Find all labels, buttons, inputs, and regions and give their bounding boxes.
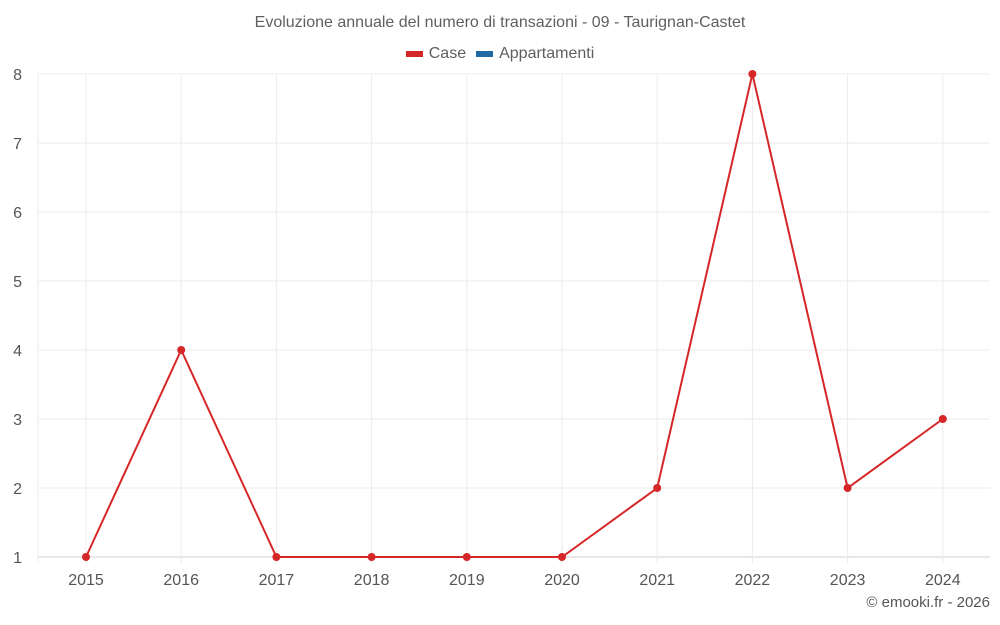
y-tick-label: 4	[13, 343, 22, 360]
y-tick-label: 6	[13, 205, 22, 222]
legend-item-appartamenti[interactable]: Appartamenti	[476, 45, 594, 63]
legend-label-case: Case	[428, 45, 467, 62]
legend-swatch-appartamenti	[476, 51, 494, 57]
data-point[interactable]	[558, 553, 566, 561]
data-point[interactable]	[272, 553, 281, 561]
x-tick-label: 2017	[259, 572, 295, 589]
credit-text: © emooki.fr - 2026	[866, 594, 990, 611]
y-tick-label: 5	[13, 274, 22, 291]
y-tick-label: 8	[13, 67, 22, 84]
data-point[interactable]	[82, 553, 90, 561]
x-tick-label: 2015	[68, 572, 104, 589]
data-point[interactable]	[748, 70, 757, 78]
x-tick-label: 2019	[449, 572, 485, 589]
chart-title: Evoluzione annuale del numero di transaz…	[254, 14, 746, 31]
y-tick-label: 7	[13, 136, 22, 153]
x-tick-label: 2024	[925, 572, 961, 589]
y-tick-label: 2	[13, 481, 22, 498]
legend-label-appartamenti: Appartamenti	[499, 45, 595, 62]
x-tick-label: 2022	[735, 572, 771, 589]
series-line-case	[85, 73, 944, 558]
x-tick-label: 2023	[830, 572, 866, 589]
x-tick-label: 2020	[544, 572, 580, 589]
data-point[interactable]	[843, 484, 852, 492]
x-tick-label: 2021	[639, 572, 675, 589]
legend-swatch-case	[405, 51, 423, 57]
y-tick-label: 1	[13, 550, 22, 567]
data-point[interactable]	[462, 553, 471, 561]
x-tick-label: 2016	[163, 572, 199, 589]
data-point[interactable]	[938, 415, 947, 423]
chart-legend: Case Appartamenti	[0, 45, 1000, 63]
legend-item-case[interactable]: Case	[405, 45, 467, 63]
data-point[interactable]	[653, 484, 662, 492]
y-tick-label: 3	[13, 412, 22, 429]
x-tick-label: 2018	[354, 572, 390, 589]
data-point[interactable]	[177, 346, 186, 354]
data-point[interactable]	[367, 553, 376, 561]
